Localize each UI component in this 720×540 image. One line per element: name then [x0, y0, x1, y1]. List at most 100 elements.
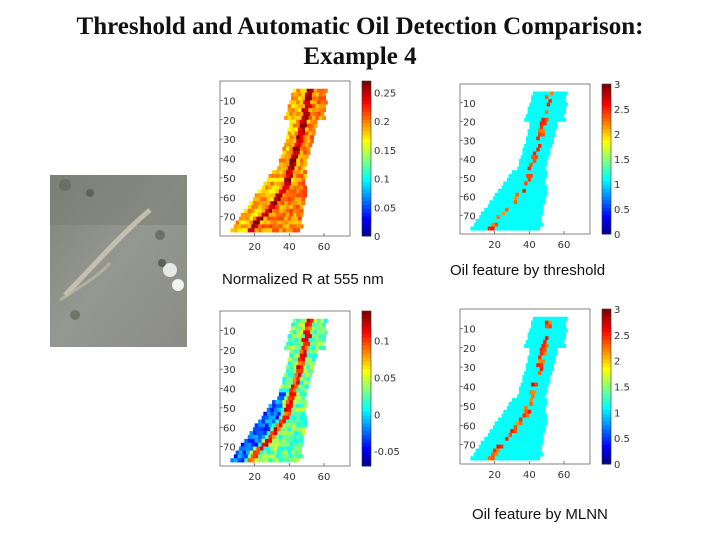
heatmap-cell — [292, 376, 297, 382]
heatmap-cell — [505, 421, 509, 426]
heatmap-cell — [278, 435, 283, 440]
heatmap-cell — [298, 108, 302, 113]
colorbar-segment — [362, 185, 371, 190]
heatmap-cell — [261, 185, 266, 190]
heatmap-cell — [515, 398, 520, 403]
heatmap-cell — [484, 207, 489, 212]
heatmap-cell — [536, 151, 541, 156]
heatmap-cell — [525, 114, 530, 119]
heatmap-cell — [280, 181, 285, 186]
heatmap-cell — [273, 201, 278, 206]
heatmap-cell — [538, 448, 542, 453]
heatmap-cell — [503, 219, 508, 224]
heatmap-cell — [527, 155, 532, 160]
heatmap-cell — [322, 108, 327, 113]
heatmap-cell — [531, 200, 535, 205]
heatmap-cell — [525, 207, 530, 212]
heatmap-cell — [263, 446, 268, 451]
heatmap-cell — [304, 108, 309, 113]
heatmap-cell — [284, 396, 288, 401]
heatmap-cell — [532, 226, 537, 231]
heatmap-cell — [303, 369, 307, 374]
heatmap-cell — [317, 88, 321, 93]
y-tick-label: 40 — [463, 383, 476, 394]
y-tick-label: 40 — [463, 155, 476, 166]
colorbar-segment — [602, 316, 611, 322]
heatmap-cells — [230, 88, 328, 233]
heatmap-cell — [296, 158, 301, 163]
heatmap-cell — [506, 405, 511, 411]
heatmap-cell — [268, 458, 273, 463]
heatmap-cell — [473, 452, 478, 457]
colorbar-segment — [362, 442, 371, 448]
x-tick-label: 60 — [558, 240, 571, 251]
colorbar-segment — [362, 369, 371, 374]
colorbar-segment — [362, 81, 371, 86]
heatmap-cell — [306, 150, 311, 155]
colorbar-segment — [362, 314, 371, 320]
heatmap-cell — [546, 121, 551, 126]
heatmap-cell — [546, 147, 551, 152]
heatmap-cell — [303, 400, 307, 405]
heatmap-cell — [317, 342, 321, 347]
heatmap-cell — [525, 136, 530, 141]
heatmap-cell — [529, 226, 534, 231]
heatmap-cell — [534, 215, 539, 220]
heatmap-cell — [484, 222, 489, 227]
heatmap-cell — [296, 330, 301, 335]
heatmap-cell — [536, 121, 541, 126]
heatmap-cell — [244, 442, 249, 447]
colorbar-segment — [602, 394, 611, 399]
heatmap-cell — [512, 207, 516, 212]
heatmap-cell — [284, 427, 288, 432]
heatmap-cell — [515, 189, 520, 194]
heatmap-cell — [477, 456, 482, 461]
colorbar-segment — [602, 433, 611, 438]
heatmap-cell — [268, 185, 273, 190]
heatmap-cell — [289, 380, 294, 385]
heatmap-cell — [517, 200, 521, 205]
heatmap-cell — [310, 349, 314, 354]
heatmap-cell — [292, 189, 297, 194]
heatmap-cell — [322, 334, 327, 339]
heatmap-cell — [301, 181, 306, 186]
heatmap-cell — [529, 136, 534, 141]
heatmap-cell — [291, 166, 295, 171]
heatmap-cell — [494, 436, 499, 442]
colorbar-segment — [362, 139, 371, 144]
heatmap-cell — [508, 452, 513, 457]
heatmap-cell — [548, 99, 553, 104]
heatmap-cell — [548, 343, 553, 349]
heatmap-cell — [240, 454, 245, 459]
heatmap-cell — [282, 442, 287, 447]
heatmap-cell — [505, 436, 509, 442]
heatmap-cell — [282, 158, 287, 163]
heatmap-cell — [506, 219, 511, 224]
colorbar-segment — [362, 392, 371, 397]
heatmap-cell — [258, 423, 262, 428]
heatmap-cell — [291, 143, 295, 148]
colorbar-segment — [602, 174, 611, 179]
heatmap-cell — [491, 436, 495, 442]
heatmap-cell — [522, 436, 527, 442]
heatmap-cell — [499, 448, 504, 453]
heatmap-cell — [296, 212, 301, 217]
heatmap-cell — [550, 102, 554, 107]
heatmap-cell — [489, 444, 494, 449]
heatmap-cell — [268, 438, 273, 444]
heatmap-cell — [272, 423, 276, 428]
heatmap-cell — [555, 99, 560, 104]
heatmap-cell — [510, 405, 515, 411]
heatmap-cell — [285, 438, 290, 444]
heatmap-cell — [298, 177, 302, 183]
heatmap-cell — [282, 174, 287, 179]
colorbar-tick-label: 0.2 — [374, 117, 390, 128]
colorbar-tick-label: 3 — [614, 80, 620, 91]
heatmap-cell — [294, 96, 299, 101]
heatmap-cell — [299, 349, 304, 354]
heatmap-cell — [275, 212, 280, 217]
heatmap-cell — [538, 200, 542, 205]
heatmap-cell — [477, 226, 482, 231]
heatmap-cell — [553, 121, 558, 126]
heatmap-cell — [247, 228, 252, 233]
